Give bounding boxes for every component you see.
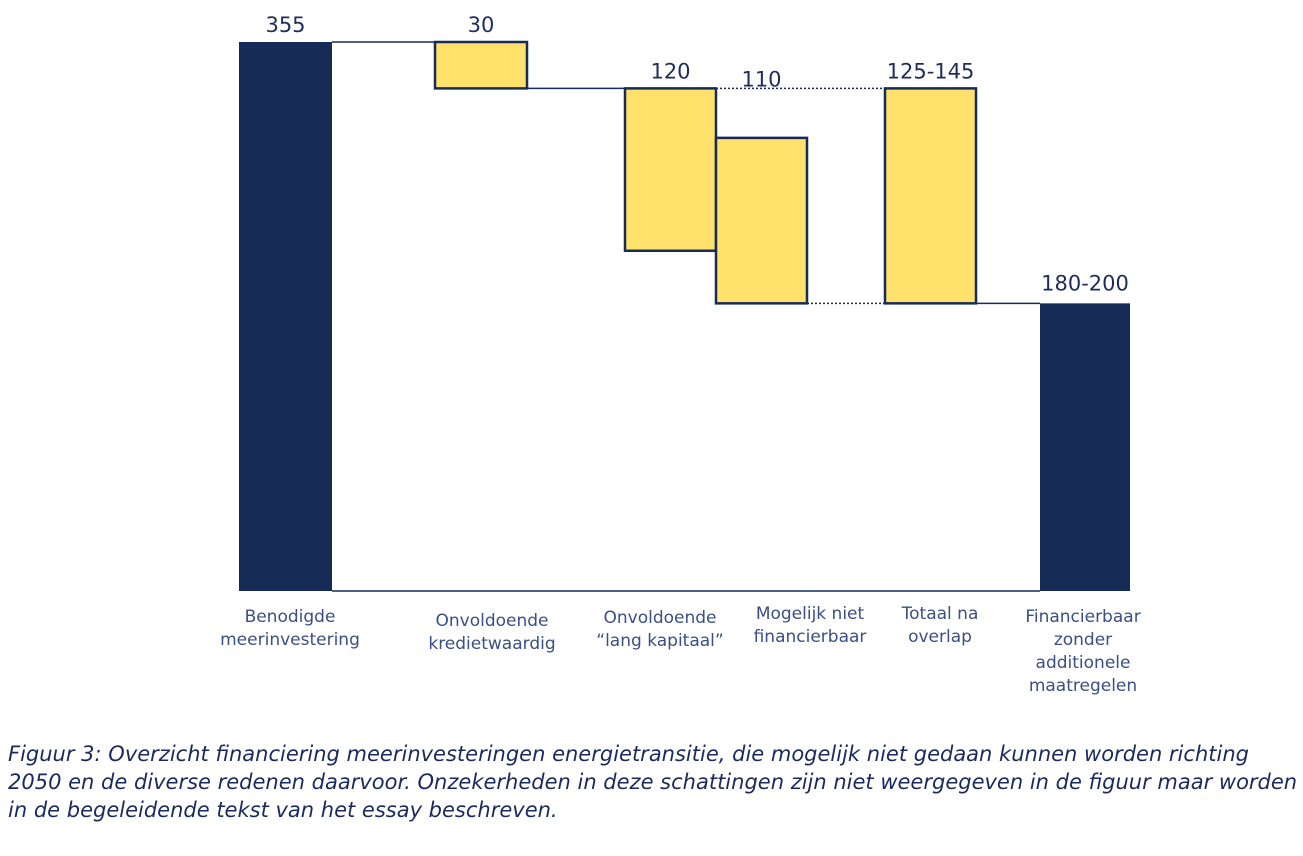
waterfall-chart: 355 30 120 110 125-145 180-200 [239,13,1130,592]
value-labels: 355 30 120 110 125-145 180-200 [265,13,1128,295]
category-label: Financierbaar zonder additionele maatregele… [998,606,1168,698]
bar-step [883,87,978,305]
category-label-line: maatregelen [1028,676,1138,696]
category-label-line: Onvoldoende [603,608,717,628]
category-label-line: Totaal na [901,604,979,624]
value-label: 120 [650,59,690,83]
category-label-line: kredietwaardig [428,634,556,654]
category-label-line: “lang kapitaal” [596,631,724,651]
value-label: 30 [468,13,495,37]
bar-step [714,136,809,305]
bar-step [433,40,529,90]
category-label-line: Benodigde [244,607,336,627]
category-label-line: financierbaar [753,627,867,647]
category-label-line: additionele [1035,653,1131,673]
category-label-line: overlap [908,627,972,647]
category-label: Onvoldoende kredietwaardig [407,610,577,656]
value-label: 180-200 [1041,271,1129,295]
category-label-line: zonder [1053,630,1113,650]
figure-caption: Figuur 3: Overzicht financiering meerinv… [8,742,1298,822]
connector-lines [332,41,1040,592]
bar-total [239,42,332,591]
bar-step [623,87,718,253]
value-label: 110 [741,67,781,91]
category-label-line: Financierbaar [1025,607,1141,627]
category-label-line: meerinvestering [220,630,360,650]
category-label-line: Onvoldoende [435,611,549,631]
category-label: Onvoldoende “lang kapitaal” [575,607,745,653]
bar-total [1040,303,1130,591]
category-label-line: Mogelijk niet [755,604,865,624]
category-label: Mogelijk niet financierbaar [725,603,895,649]
chart-bars [239,40,1130,591]
category-label: Totaal na overlap [855,603,1025,649]
value-label: 355 [265,13,305,37]
category-label: Benodigde meerinvestering [205,606,375,652]
value-label: 125-145 [887,59,975,83]
